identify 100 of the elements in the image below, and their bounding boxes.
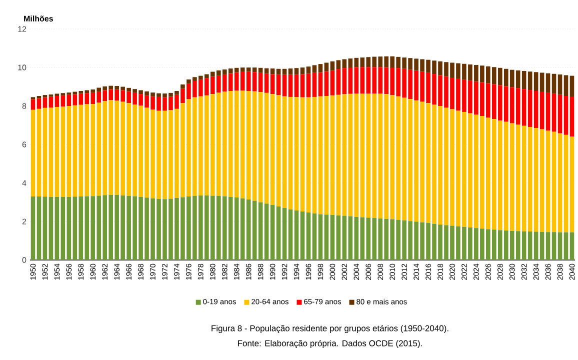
- bar: [66, 196, 72, 260]
- bar: [558, 94, 562, 134]
- bar: [306, 212, 311, 260]
- bar: [564, 96, 568, 135]
- y-axis-title: Milhões: [24, 16, 53, 22]
- bar: [72, 196, 78, 260]
- bar: [342, 59, 347, 68]
- bar: [534, 90, 538, 128]
- y-tick-label: 4: [22, 180, 26, 186]
- bar: [564, 75, 568, 96]
- source-note: Fonte: Elaboração própria. Dados OCDE (2015).: [238, 340, 422, 348]
- bar: [42, 108, 48, 197]
- bar: [522, 89, 526, 126]
- bar: [336, 94, 341, 216]
- bar: [306, 97, 311, 212]
- bar: [312, 65, 317, 73]
- bar: [570, 76, 574, 97]
- bar: [36, 196, 42, 260]
- bar: [54, 96, 60, 107]
- bar: [288, 96, 293, 210]
- bar: [564, 232, 568, 260]
- bar: [558, 74, 562, 95]
- bar: [552, 74, 556, 94]
- bar: [276, 95, 281, 206]
- bar: [30, 110, 36, 196]
- bar: [570, 232, 574, 260]
- bar: [312, 213, 317, 260]
- bar: [300, 211, 305, 260]
- bar: [288, 74, 293, 97]
- bar: [294, 74, 299, 98]
- bar: [528, 126, 532, 232]
- y-tick-label: 0: [22, 257, 26, 263]
- bar: [546, 73, 550, 93]
- bar: [300, 68, 305, 74]
- bar: [540, 129, 544, 232]
- bar: [540, 232, 544, 260]
- bar: [36, 98, 42, 109]
- bar: [540, 72, 544, 92]
- bar: [342, 94, 347, 216]
- bar: [528, 72, 532, 90]
- bar: [264, 74, 269, 93]
- bar: [270, 74, 275, 94]
- bar: [264, 92, 269, 204]
- bar: [30, 196, 36, 260]
- bar: [528, 232, 532, 260]
- bar: [270, 204, 275, 260]
- bar: [330, 70, 335, 96]
- bar: [54, 196, 60, 260]
- bar: [48, 94, 54, 97]
- y-tick-label: 10: [18, 64, 26, 70]
- bar: [318, 214, 323, 260]
- bar: [282, 208, 287, 260]
- bar: [540, 92, 544, 130]
- bar: [552, 94, 556, 132]
- bar: [300, 97, 305, 212]
- bar: [282, 74, 287, 96]
- bar: [282, 96, 287, 208]
- bar: [318, 64, 323, 72]
- bar: [522, 231, 526, 260]
- bar: [324, 71, 329, 96]
- bar: [558, 232, 562, 260]
- bar: [330, 61, 335, 70]
- bar: [282, 68, 287, 75]
- bar: [570, 96, 574, 137]
- bar: [60, 95, 66, 107]
- bar: [546, 130, 550, 232]
- bar: [180, 84, 185, 89]
- y-tick-label: 8: [22, 103, 26, 109]
- bar: [60, 106, 66, 197]
- bar: [258, 68, 263, 73]
- bar: [294, 68, 299, 75]
- bar: [72, 94, 78, 106]
- bar: [294, 210, 299, 260]
- bar: [522, 126, 526, 232]
- bar: [306, 66, 311, 74]
- bar: [564, 134, 568, 232]
- bar: [336, 60, 341, 70]
- bar: [30, 99, 36, 110]
- text: Figura 8 - População residente por grupos etários (1950-2040).: [212, 324, 448, 334]
- bar: [324, 214, 329, 260]
- bar: [294, 97, 299, 211]
- bar: [66, 94, 72, 106]
- bar: [270, 94, 275, 205]
- y-tick-label: 2: [22, 218, 26, 224]
- bar: [36, 96, 42, 98]
- bar: [258, 72, 263, 92]
- bar: [552, 132, 556, 232]
- bar: [330, 95, 335, 215]
- bar: [324, 96, 329, 215]
- bar: [276, 206, 281, 260]
- bar: [72, 92, 78, 94]
- bar: [288, 209, 293, 260]
- bar: [72, 105, 78, 197]
- bar: [342, 68, 347, 94]
- bar: [552, 232, 556, 260]
- bar: [558, 133, 562, 232]
- y-tick-label: 12: [18, 26, 26, 32]
- bar: [48, 196, 54, 260]
- bar: [318, 72, 323, 96]
- bar: [48, 108, 54, 197]
